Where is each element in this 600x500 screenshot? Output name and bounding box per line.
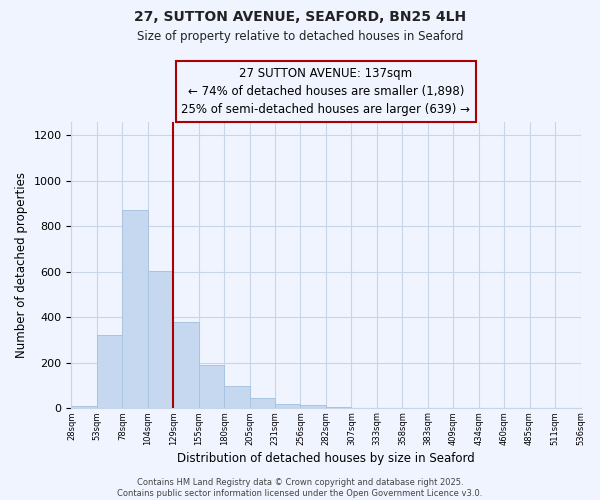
Bar: [199, 365, 224, 408]
Bar: [71, 406, 97, 408]
Text: Size of property relative to detached houses in Seaford: Size of property relative to detached ho…: [137, 30, 463, 43]
Bar: [250, 398, 275, 408]
Bar: [173, 322, 199, 408]
Bar: [97, 336, 122, 408]
Bar: [122, 210, 148, 408]
Text: 27, SUTTON AVENUE, SEAFORD, BN25 4LH: 27, SUTTON AVENUE, SEAFORD, BN25 4LH: [134, 10, 466, 24]
Y-axis label: Number of detached properties: Number of detached properties: [15, 172, 28, 358]
Text: 27 SUTTON AVENUE: 137sqm
← 74% of detached houses are smaller (1,898)
25% of sem: 27 SUTTON AVENUE: 137sqm ← 74% of detach…: [181, 67, 470, 116]
Bar: [326, 407, 352, 408]
Bar: [148, 270, 173, 408]
Bar: [224, 386, 250, 408]
Text: Contains HM Land Registry data © Crown copyright and database right 2025.
Contai: Contains HM Land Registry data © Crown c…: [118, 478, 482, 498]
X-axis label: Distribution of detached houses by size in Seaford: Distribution of detached houses by size …: [177, 452, 475, 465]
Bar: [275, 404, 301, 408]
Bar: [301, 405, 326, 408]
